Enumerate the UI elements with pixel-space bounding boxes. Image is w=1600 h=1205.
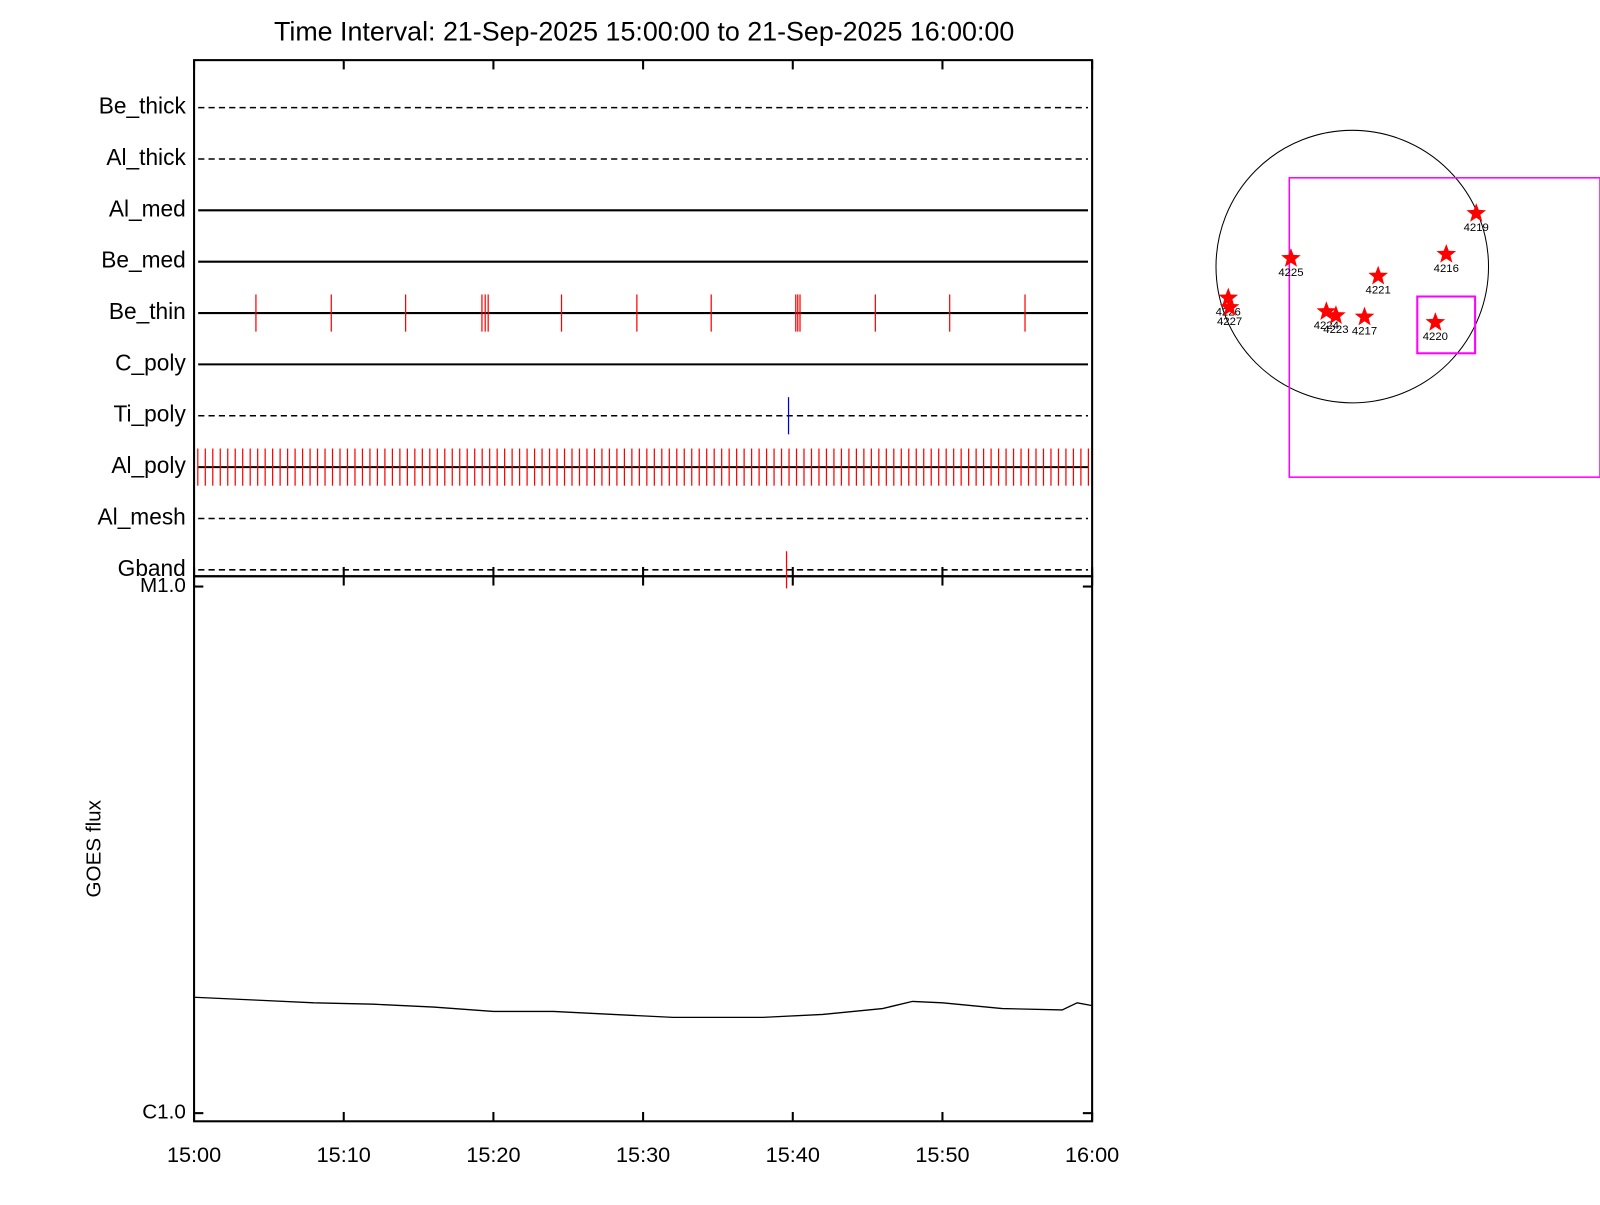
region-star: [1354, 306, 1375, 326]
region-label: 4216: [1434, 263, 1459, 275]
chart-title: Time Interval: 21-Sep-2025 15:00:00 to 2…: [274, 16, 1014, 46]
region-star: [1326, 305, 1346, 324]
region-label: 4225: [1278, 267, 1303, 279]
x-tick-label: 15:30: [616, 1142, 670, 1167]
region-star: [1281, 248, 1301, 267]
region-label: 4227: [1217, 316, 1242, 328]
region-label: 4217: [1352, 325, 1377, 337]
channel-label: Al_thick: [106, 144, 186, 170]
channel-label: Ti_poly: [114, 401, 187, 427]
region-star: [1425, 312, 1446, 331]
x-tick-label: 15:50: [915, 1142, 969, 1167]
x-tick-label: 15:00: [167, 1142, 221, 1167]
region-star: [1436, 243, 1457, 263]
flux-frame: [193, 575, 1094, 1123]
timeline-frame: [193, 59, 1094, 578]
y-tick-label: C1.0: [142, 1101, 186, 1124]
channel-label: Al_poly: [111, 452, 186, 478]
y-axis-label: GOES flux: [82, 799, 105, 897]
channel-label: Al_mesh: [98, 503, 186, 529]
region-label: 4223: [1323, 324, 1348, 336]
x-tick-label: 15:20: [466, 1142, 520, 1167]
region-star: [1466, 203, 1487, 222]
fov-box: [1288, 177, 1600, 478]
channel-label: Be_med: [101, 247, 186, 273]
region-star: [1218, 287, 1239, 307]
channel-label: Be_thick: [99, 93, 187, 119]
region-star: [1316, 301, 1337, 320]
flux-line: [194, 996, 1093, 1019]
y-tick-label: M1.0: [140, 574, 186, 597]
region-label: 4219: [1464, 222, 1489, 234]
channel-label: Gband: [118, 555, 186, 581]
channel-label: C_poly: [115, 349, 186, 375]
channel-label: Al_med: [109, 195, 186, 221]
fov-box-small: [1416, 295, 1477, 355]
x-tick-label: 16:00: [1065, 1142, 1119, 1167]
solar-disc: [1215, 129, 1490, 404]
x-tick-label: 15:10: [317, 1142, 371, 1167]
region-label: 4220: [1423, 331, 1448, 343]
region-star: [1219, 297, 1240, 316]
region-label: 4221: [1366, 285, 1391, 297]
x-tick-label: 15:40: [766, 1142, 820, 1167]
region-label: 4224: [1314, 320, 1339, 332]
channel-label: Be_thin: [109, 298, 186, 324]
region-star: [1368, 265, 1388, 285]
